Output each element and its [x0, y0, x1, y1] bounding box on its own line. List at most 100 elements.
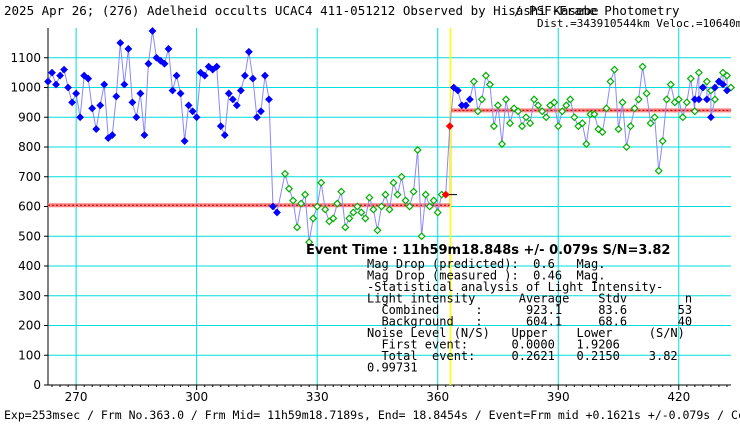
data-point [353, 202, 362, 211]
data-point [417, 232, 426, 241]
data-point [481, 71, 490, 80]
annotation-line: Mag Drop (measured ): 0.46 Mag. [367, 269, 605, 283]
data-point [273, 208, 281, 217]
data-point [64, 83, 72, 92]
data-point [285, 184, 294, 193]
data-point [236, 86, 245, 95]
data-point [554, 122, 563, 131]
x-tick-label: 330 [306, 390, 329, 404]
x-tick-label: 300 [185, 390, 208, 404]
data-point [248, 74, 257, 83]
data-point [707, 113, 715, 122]
data-point [124, 44, 133, 53]
data-point [433, 208, 442, 217]
data-point [678, 113, 687, 122]
data-point [100, 80, 109, 89]
y-tick-label: 0 [33, 378, 41, 392]
y-tick-label: 700 [18, 170, 41, 184]
annotation-line: -Statistical analysis of Light Intensity… [367, 280, 663, 294]
data-point [658, 137, 667, 146]
data-point [44, 77, 52, 86]
data-point [88, 104, 97, 113]
series-3 [449, 83, 474, 110]
data-point [228, 95, 237, 104]
series-1 [280, 145, 446, 247]
data-point [72, 89, 81, 98]
data-point [570, 113, 579, 122]
data-point [441, 190, 450, 199]
data-point [377, 202, 386, 211]
data-point [293, 223, 302, 232]
data-point [493, 101, 503, 110]
data-point [96, 101, 105, 110]
y-tick-label: 600 [18, 200, 41, 214]
data-point [421, 190, 430, 199]
data-point [610, 65, 619, 74]
data-point [534, 101, 543, 110]
data-point [68, 98, 77, 107]
data-point [702, 95, 711, 104]
data-point [638, 62, 647, 71]
data-point [594, 125, 603, 134]
series-5 [690, 77, 731, 122]
data-point [385, 205, 394, 214]
data-point [48, 68, 56, 77]
data-point [698, 83, 707, 92]
data-point [425, 202, 434, 211]
data-point [297, 199, 306, 208]
data-point [558, 107, 567, 116]
data-point [501, 95, 511, 104]
data-point [590, 110, 599, 119]
data-point [309, 214, 318, 223]
data-point [694, 68, 703, 77]
annotation-line: First event: 0.0000 1.9206 [367, 338, 620, 352]
event-annotations: Event Time : 11h59m18.848s +/- 0.079s S/… [306, 243, 692, 375]
data-point [140, 131, 149, 140]
data-point [702, 77, 711, 86]
y-tick-label: 300 [18, 289, 41, 303]
data-point [253, 113, 261, 122]
data-point [196, 68, 205, 77]
data-point [562, 101, 571, 110]
data-point [172, 71, 181, 80]
data-point [244, 47, 253, 56]
x-tick-label: 270 [65, 390, 88, 404]
data-point [453, 86, 462, 95]
data-point [116, 38, 125, 47]
data-point [333, 199, 342, 208]
data-point [682, 98, 691, 107]
series-4 [469, 62, 736, 175]
annotation-line: Noise Level (N/S) Upper Lower (S/N) [367, 326, 685, 340]
data-point [108, 131, 117, 140]
data-point [618, 98, 627, 107]
data-point [409, 187, 418, 196]
data-point [164, 44, 173, 53]
data-point [538, 107, 547, 116]
data-point [317, 178, 326, 187]
data-point [710, 95, 719, 104]
data-point [381, 190, 390, 199]
data-point [313, 202, 322, 211]
x-tick-label: 390 [547, 390, 570, 404]
data-point [184, 101, 193, 110]
chart-title-method: / PSF-Frame Photometry [514, 3, 680, 18]
x-tick-label: 420 [667, 390, 690, 404]
data-point [120, 80, 129, 89]
data-point [722, 71, 732, 80]
data-point [56, 71, 64, 80]
data-point [598, 128, 607, 137]
data-point [144, 59, 153, 68]
data-point [485, 80, 494, 89]
data-point [654, 166, 663, 175]
data-point [461, 101, 470, 110]
data-series [44, 27, 736, 247]
data-point [674, 95, 683, 104]
annotation-line: Mag Drop (predicted): 0.6 Mag. [367, 257, 605, 271]
annotation-line: Combined : 923.1 83.6 53 [367, 303, 692, 317]
data-point [477, 95, 486, 104]
data-point [269, 202, 277, 211]
data-point [216, 122, 225, 131]
data-point [84, 74, 93, 83]
data-point [305, 238, 314, 247]
